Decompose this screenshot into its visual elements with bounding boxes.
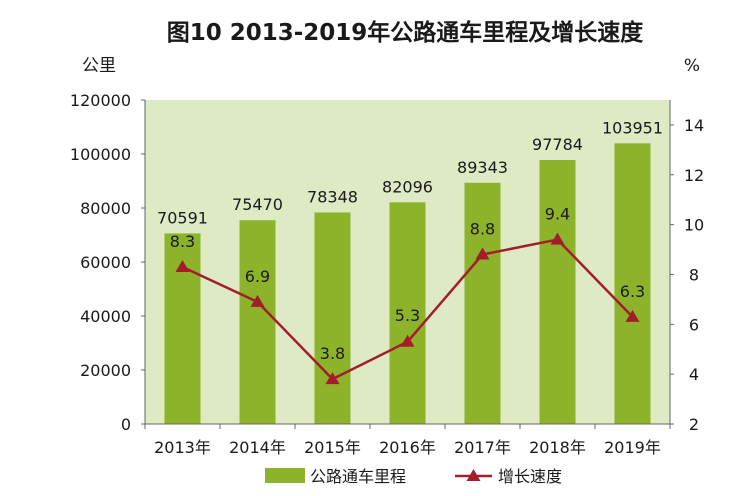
right-tick-label: 4 (689, 365, 699, 384)
growth-rate-label: 9.4 (545, 205, 570, 224)
legend-bar-label: 公路通车里程 (310, 467, 406, 486)
growth-rate-label: 8.8 (470, 220, 495, 239)
left-tick-label: 0 (121, 415, 131, 434)
left-tick-label: 80000 (80, 199, 131, 218)
right-tick-label: 8 (689, 265, 699, 284)
left-tick-label: 120000 (70, 91, 131, 110)
bar-value-label: 70591 (157, 208, 208, 227)
bar-value-label: 82096 (382, 177, 433, 196)
growth-rate-marker-2013年 (175, 259, 190, 272)
x-tick-label: 2014年 (229, 438, 286, 457)
right-tick-label: 10 (684, 216, 704, 235)
right-tick-label: 12 (684, 166, 704, 185)
x-tick-label: 2013年 (154, 438, 211, 457)
right-tick-label: 14 (684, 116, 704, 135)
x-tick-label: 2017年 (454, 438, 511, 457)
bar-2016年 (389, 202, 426, 424)
growth-rate-label: 6.9 (245, 267, 270, 286)
growth-rate-marker-2018年 (550, 232, 565, 245)
x-tick-label: 2018年 (529, 438, 586, 457)
growth-rate-marker-2015年 (325, 372, 340, 385)
bar-2019年 (614, 143, 651, 424)
x-tick-label: 2015年 (304, 438, 361, 457)
bar-value-label: 89343 (457, 158, 508, 177)
growth-rate-label: 3.8 (320, 344, 345, 363)
bar-2017年 (464, 182, 501, 424)
legend-line-marker (466, 469, 481, 481)
growth-rate-label: 5.3 (395, 306, 420, 325)
x-tick-label: 2016年 (379, 438, 436, 457)
bar-value-label: 103951 (602, 118, 663, 137)
bar-value-label: 75470 (232, 195, 283, 214)
legend: 公路通车里程 增长速度 (265, 467, 562, 486)
growth-rate-label: 8.3 (170, 232, 195, 251)
growth-rate-marker-2016年 (400, 334, 415, 347)
bar-2014年 (239, 220, 276, 424)
growth-rate-marker-2019年 (625, 309, 640, 322)
left-tick-label: 100000 (70, 145, 131, 164)
legend-bar-swatch (265, 468, 305, 483)
bar-2015年 (314, 212, 351, 424)
growth-rate-label: 6.3 (620, 282, 645, 301)
left-tick-label: 20000 (80, 361, 131, 380)
growth-rate-marker-2014年 (250, 294, 265, 307)
bar-2018年 (539, 159, 576, 424)
bar-value-label: 78348 (307, 187, 358, 206)
legend-line-label: 增长速度 (498, 467, 562, 486)
bar-value-label: 97784 (532, 135, 583, 154)
right-tick-label: 2 (689, 415, 699, 434)
chart-title: 图10 2013-2019年公路通车里程及增长速度 (167, 19, 645, 46)
x-tick-label: 2019年 (604, 438, 661, 457)
growth-rate-marker-2017年 (475, 247, 490, 260)
left-axis-unit: 公里 (82, 56, 116, 76)
right-tick-label: 6 (689, 315, 699, 334)
left-tick-label: 40000 (80, 307, 131, 326)
right-axis-unit: % (684, 56, 700, 76)
left-tick-label: 60000 (80, 253, 131, 272)
